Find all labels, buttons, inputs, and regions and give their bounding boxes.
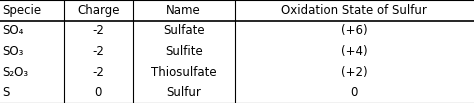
Text: Sulfate: Sulfate <box>163 24 204 37</box>
Text: (+2): (+2) <box>341 66 368 79</box>
Text: Oxidation State of Sulfur: Oxidation State of Sulfur <box>282 4 427 17</box>
Text: SO₄: SO₄ <box>2 24 24 37</box>
Text: 0: 0 <box>95 86 102 99</box>
Text: -2: -2 <box>92 45 104 58</box>
Text: Charge: Charge <box>77 4 119 17</box>
Text: -2: -2 <box>92 24 104 37</box>
Text: S₂O₃: S₂O₃ <box>2 66 28 79</box>
Text: Sulfur: Sulfur <box>166 86 201 99</box>
Text: 0: 0 <box>351 86 358 99</box>
Text: (+6): (+6) <box>341 24 368 37</box>
Text: -2: -2 <box>92 66 104 79</box>
Text: S: S <box>2 86 10 99</box>
Text: Thiosulfate: Thiosulfate <box>151 66 217 79</box>
Text: Name: Name <box>166 4 201 17</box>
Text: SO₃: SO₃ <box>2 45 24 58</box>
Text: (+4): (+4) <box>341 45 368 58</box>
Text: Sulfite: Sulfite <box>165 45 202 58</box>
Text: Specie: Specie <box>2 4 42 17</box>
